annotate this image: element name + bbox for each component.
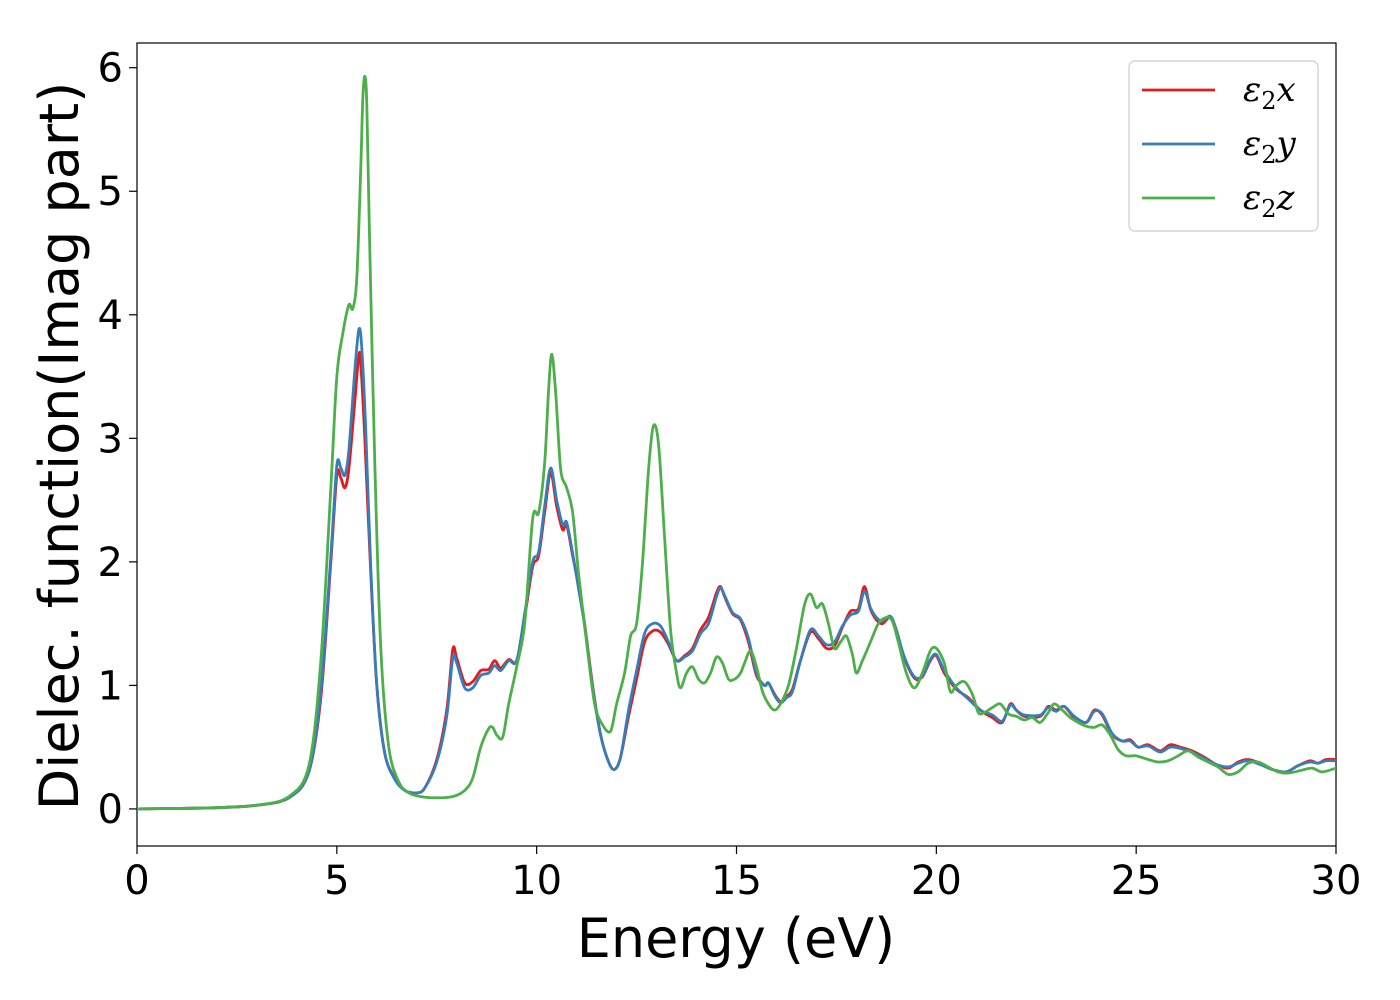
series-line-eps2x (137, 350, 1336, 811)
legend: ε2x ε2y ε2z (1128, 60, 1319, 232)
y-tick-label: 1 (98, 663, 123, 709)
legend-label: ε2z (1243, 178, 1296, 223)
y-tick-label: 4 (98, 293, 123, 339)
legend-label: ε2x (1243, 70, 1296, 115)
x-tick-label: 5 (324, 858, 349, 904)
series-line-eps2y (137, 326, 1336, 811)
x-axis: 0 5 10 15 20 25 30 (124, 846, 1361, 904)
x-tick-label: 15 (711, 858, 762, 904)
x-tick-label: 30 (1311, 858, 1362, 904)
x-axis-label: Energy (eV) (577, 907, 896, 970)
x-tick-label: 20 (911, 858, 962, 904)
y-tick-label: 5 (98, 169, 123, 215)
y-tick-label: 6 (98, 46, 123, 92)
series-line-eps2z (137, 74, 1336, 811)
series-layer (137, 74, 1336, 811)
y-tick-label: 2 (98, 540, 123, 586)
y-tick-label: 0 (98, 787, 123, 833)
y-tick-label: 3 (98, 416, 123, 462)
y-axis-label: Dielec. function(Imag part) (28, 82, 91, 811)
legend-label: ε2y (1243, 124, 1297, 169)
x-tick-label: 10 (511, 858, 562, 904)
legend-box (1128, 60, 1319, 232)
x-tick-label: 0 (124, 858, 149, 904)
x-tick-label: 25 (1111, 858, 1162, 904)
y-axis: 0 1 2 3 4 5 6 (98, 46, 137, 833)
